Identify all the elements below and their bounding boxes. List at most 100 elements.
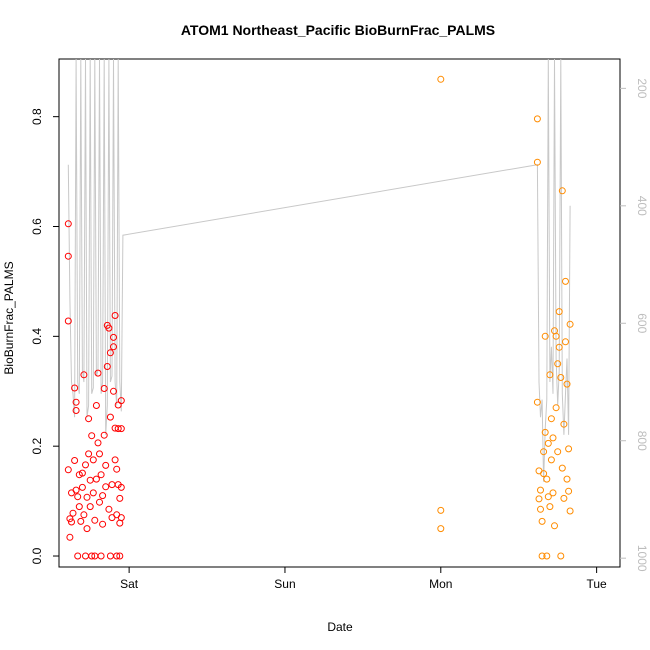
x-tick-label: Tue (587, 577, 608, 591)
data-point-series-1 (110, 343, 117, 351)
data-point-series-1 (102, 483, 110, 491)
data-point-series-1 (64, 252, 72, 260)
data-point-series-1 (64, 466, 72, 474)
data-point-series-2 (557, 374, 565, 381)
data-point-series-1 (89, 456, 97, 464)
x-axis: Sat Sun Mon Tue (120, 567, 607, 591)
x-tick-label: Sat (120, 577, 139, 591)
data-point-series-1 (88, 432, 96, 440)
data-point-series-1 (94, 439, 102, 447)
data-point-series-1 (71, 384, 79, 392)
y-tick-label: 0.6 (30, 218, 44, 235)
data-point-series-1 (89, 489, 97, 497)
data-point-series-2 (533, 158, 541, 166)
data-point-series-2 (547, 415, 555, 423)
data-point-series-1 (86, 503, 94, 511)
data-point-series-1 (83, 525, 91, 533)
data-point-series-2 (566, 320, 574, 328)
data-point-series-2 (563, 380, 571, 388)
data-point-series-2 (533, 398, 541, 406)
data-point-series-2 (562, 277, 569, 285)
x-tick-label: Mon (429, 577, 452, 591)
data-point-series-1 (110, 387, 117, 395)
y-tick-label: 0.4 (30, 328, 44, 345)
data-point-series-1 (111, 312, 119, 319)
data-point-series-1 (117, 397, 125, 405)
data-point-series-1 (69, 509, 77, 517)
data-point-series-2 (538, 517, 546, 525)
data-point-series-2 (563, 475, 571, 483)
data-point-series-1 (78, 469, 86, 477)
data-point-series-2 (549, 434, 557, 442)
pressure-line-layer (67, 58, 571, 482)
data-point-series-1 (72, 398, 80, 406)
data-point-series-1 (97, 552, 105, 560)
data-point-series-1 (113, 465, 121, 473)
chart-title: ATOM1 Northeast_Pacific BioBurnFrac_PALM… (181, 22, 495, 38)
data-point-series-2 (537, 486, 544, 494)
data-point-series-1 (82, 461, 89, 469)
data-point-series-1 (105, 505, 113, 513)
data-point-series-2 (437, 506, 445, 514)
data-point-series-1 (72, 486, 80, 494)
data-point-series-1 (83, 493, 91, 501)
data-point-series-1 (75, 503, 83, 511)
data-point-series-1 (97, 471, 105, 479)
data-point-series-2 (554, 360, 562, 368)
data-point-series-2 (555, 343, 563, 351)
data-point-series-2 (543, 475, 551, 483)
data-point-series-1 (108, 481, 116, 489)
data-point-series-2 (562, 338, 569, 346)
data-point-series-2 (558, 187, 566, 195)
data-point-series-1 (105, 324, 113, 332)
data-point-series-1 (117, 425, 125, 433)
data-point-series-1 (99, 520, 107, 528)
data-point-series-2 (566, 507, 574, 515)
data-point-series-1 (68, 518, 75, 526)
data-point-series-2 (552, 404, 560, 412)
data-point-series-2 (558, 464, 566, 472)
data-point-series-1 (114, 425, 122, 433)
data-point-series-2 (555, 308, 563, 316)
data-point-series-1 (92, 402, 100, 409)
data-point-series-2 (538, 552, 546, 560)
data-point-series-1 (117, 514, 125, 522)
data-point-series-1 (106, 413, 114, 421)
pressure-line (67, 58, 571, 482)
data-point-series-2 (541, 428, 549, 436)
data-point-series-2 (544, 493, 552, 501)
data-point-series-1 (71, 457, 79, 464)
data-point-series-2 (533, 115, 541, 123)
y2-axis: 200 400 600 800 1000 (620, 78, 649, 572)
y2-tick-label: 200 (635, 78, 649, 98)
data-point-series-1 (74, 493, 82, 501)
data-point-series-1 (88, 552, 96, 560)
data-point-series-2 (437, 525, 445, 533)
y2-tick-label: 1000 (635, 545, 649, 572)
data-point-series-1 (66, 515, 74, 523)
data-point-series-2 (544, 439, 552, 447)
data-point-series-1 (92, 475, 100, 483)
data-point-series-1 (96, 450, 103, 458)
data-point-series-1 (116, 494, 124, 502)
data-point-series-1 (102, 461, 110, 469)
data-point-series-1 (110, 333, 117, 341)
data-point-series-1 (100, 385, 108, 392)
y2-tick-label: 400 (635, 196, 649, 216)
data-point-series-2 (537, 505, 544, 513)
data-point-series-1 (64, 220, 72, 228)
data-point-series-2 (560, 420, 568, 428)
data-point-series-1 (111, 456, 119, 464)
data-point-series-2 (547, 456, 555, 464)
y2-tick-label: 600 (635, 313, 649, 333)
data-point-series-1 (91, 516, 99, 524)
data-point-series-1 (77, 517, 85, 525)
data-point-series-1 (96, 498, 103, 506)
data-point-series-2 (552, 332, 560, 340)
plot-frame (58, 58, 621, 568)
y-axis-label: BioBurnFrac_PALMS (2, 261, 16, 374)
y2-tick-label: 800 (635, 431, 649, 451)
data-point-series-1 (80, 511, 88, 519)
y-tick-label: 0.8 (30, 108, 44, 125)
